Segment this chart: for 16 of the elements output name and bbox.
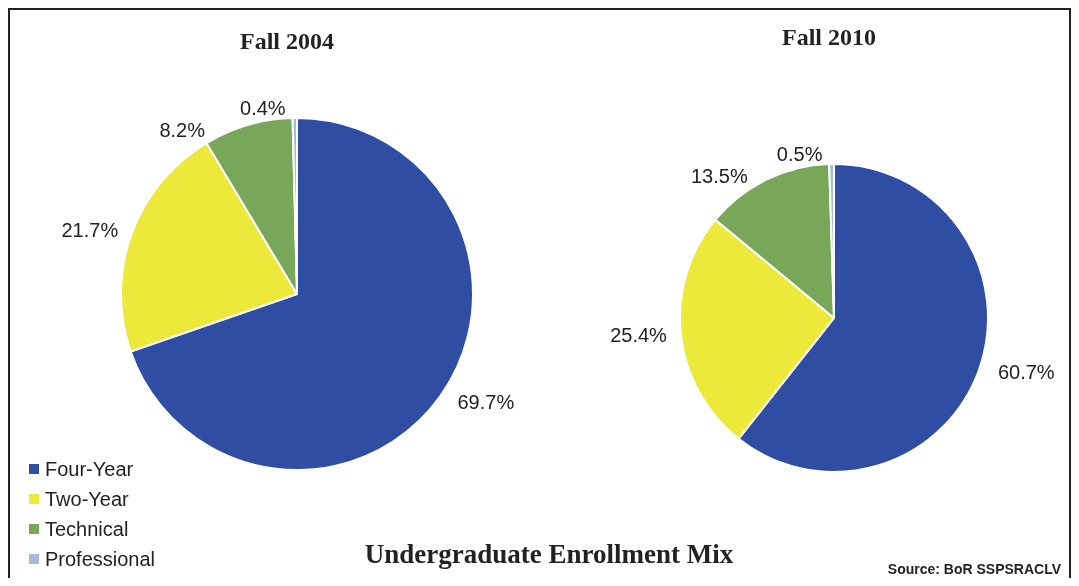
data-label: 21.7%: [61, 219, 119, 242]
slice-label: Fall 2010: [782, 24, 876, 50]
legend-label: Four-Year: [45, 458, 134, 480]
legend-label: Professional: [45, 548, 156, 570]
text: Undergraduate Enrollment Mix: [364, 538, 734, 569]
source-note: Source: BoR SSPSRACLV: [887, 561, 1062, 577]
data-label: 60.7%: [997, 360, 1055, 383]
data-label: 69.7%: [457, 390, 515, 413]
legend-label: Two-Year: [45, 488, 130, 510]
data-label: 13.5%: [690, 165, 748, 188]
legend-label: Technical: [45, 518, 129, 540]
data-label: 0.4%: [240, 97, 286, 120]
slice-label: Fall 2004: [240, 28, 334, 54]
data-label: 0.5%: [776, 143, 823, 166]
data-label: 25.4%: [610, 324, 668, 347]
data-label: 8.2%: [159, 119, 206, 142]
